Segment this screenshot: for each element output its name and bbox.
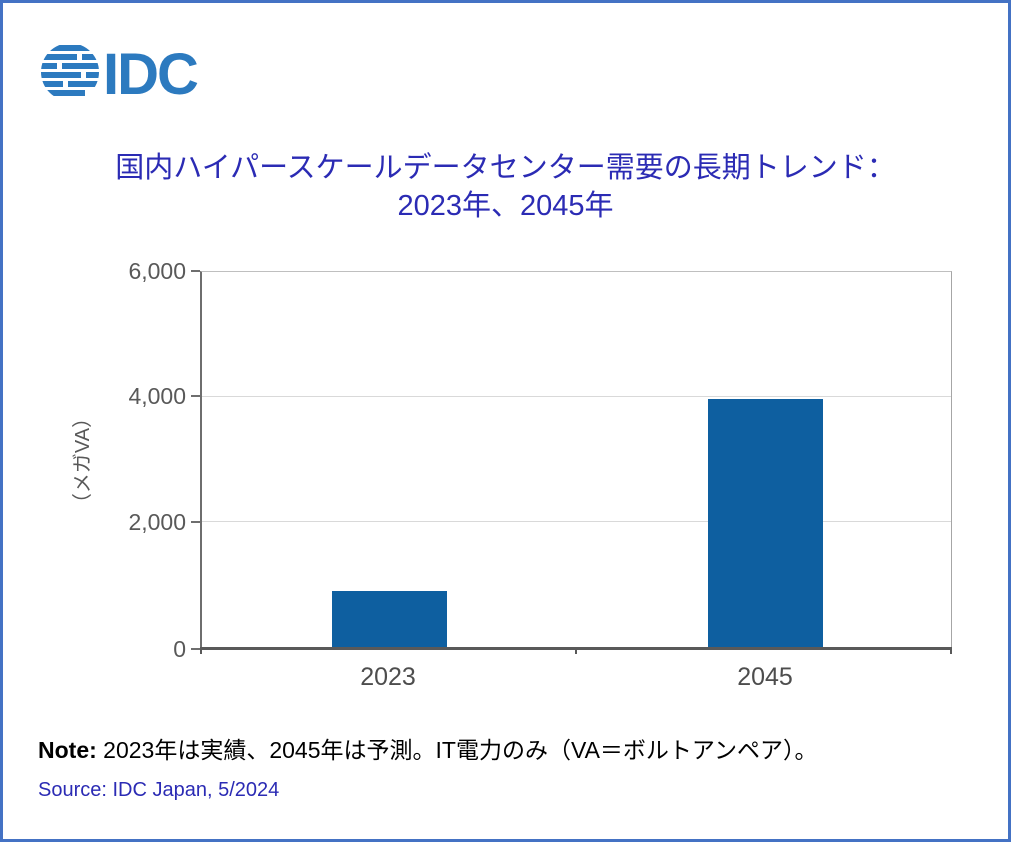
ytick-mark-6000 [191, 270, 200, 272]
source-text: Source: IDC Japan, 5/2024 [38, 779, 280, 801]
bar-2045 [708, 399, 823, 647]
xtick-label-2023: 2023 [360, 663, 416, 691]
ytick-label-6000: 6,000 [128, 258, 186, 284]
ytick-mark-0 [191, 648, 200, 650]
xtick-mark-left [200, 647, 202, 654]
page-title-line2: 2023年、2045年 [397, 190, 614, 222]
idc-logo-text: IDC [103, 42, 198, 105]
note-text: Note: 2023年は実績、2045年は予測。IT電力のみ（VA＝ボルトアンペ… [38, 731, 818, 765]
gridline-4000 [202, 396, 951, 397]
ytick-label-4000: 4,000 [128, 383, 186, 409]
ytick-mark-4000 [191, 395, 200, 397]
ytick-label-2000: 2,000 [128, 509, 186, 535]
xtick-mark-middle [575, 647, 577, 654]
ytick-label-0: 0 [173, 636, 186, 662]
page-title: 国内ハイパースケールデータセンター需要の長期トレンド： 2023年、2045年 [3, 149, 1008, 225]
note-label: Note: [38, 737, 97, 763]
gridline-2000 [202, 521, 951, 522]
idc-globe-icon: IDC [41, 42, 200, 105]
page-title-line1: 国内ハイパースケールデータセンター需要の長期トレンド： [115, 152, 896, 184]
plot-area [200, 271, 952, 654]
bar-2023 [332, 591, 447, 647]
xtick-label-2045: 2045 [737, 663, 793, 691]
note-body: 2023年は実績、2045年は予測。IT電力のみ（VA＝ボルトアンペア）。 [96, 737, 818, 763]
idc-logo: IDC [39, 39, 219, 105]
xtick-mark-right [950, 647, 952, 654]
y-axis-title: （メガVA） [72, 407, 95, 514]
ytick-mark-2000 [191, 521, 200, 523]
